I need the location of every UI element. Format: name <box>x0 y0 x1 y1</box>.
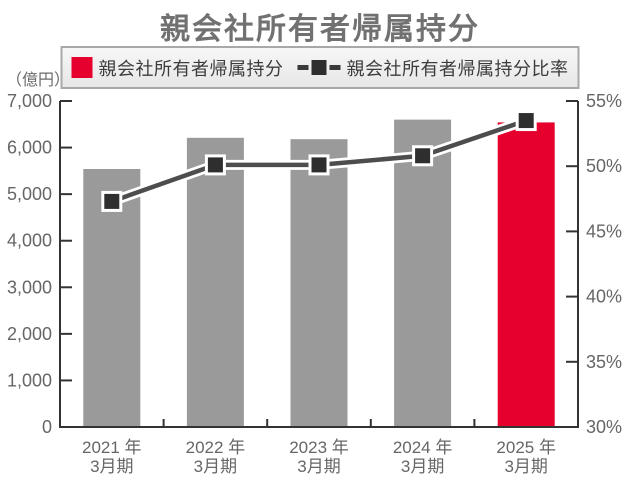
legend-item-ratio: 親会社所有者帰属持分比率 <box>284 55 569 81</box>
x-label-line2: 3月期 <box>504 457 547 476</box>
left-axis-tick-label: 5,000 <box>7 184 52 204</box>
left-axis-tick-label: 1,000 <box>7 370 52 390</box>
bar-2023年 <box>290 139 348 427</box>
ratio-line-swatch-icon <box>297 60 341 75</box>
x-label-line1: 2024 年 <box>393 438 453 457</box>
ratio-marker-2022年 <box>207 157 223 173</box>
right-axis-tick-label: 30% <box>586 417 622 437</box>
ratio-marker-2021年 <box>104 193 120 209</box>
left-axis-unit-label: （億円） <box>6 72 71 89</box>
bar-2025年 <box>497 122 555 428</box>
bar-2024年 <box>394 119 452 427</box>
right-axis-tick-label: 55% <box>586 91 622 111</box>
bar-2021年 <box>83 168 141 427</box>
x-label-line1: 2021 年 <box>82 438 142 457</box>
chart-title: 親会社所有者帰属持分 <box>160 13 480 46</box>
x-label-line1: 2022 年 <box>186 438 246 457</box>
legend: 親会社所有者帰属持分 親会社所有者帰属持分比率 <box>60 46 580 89</box>
ratio-marker-2023年 <box>311 157 327 173</box>
left-axis-tick-label: 2,000 <box>7 324 52 344</box>
x-label-line1: 2025 年 <box>496 438 556 457</box>
left-axis-tick-label: 4,000 <box>7 231 52 251</box>
x-label-line2: 3月期 <box>401 457 444 476</box>
left-axis-tick-label: 6,000 <box>7 138 52 158</box>
right-axis-tick-label: 35% <box>586 352 622 372</box>
right-axis-tick-label: 50% <box>586 156 622 176</box>
x-label-line2: 3月期 <box>297 457 340 476</box>
legend-ratio-label: 親会社所有者帰属持分比率 <box>346 58 569 79</box>
equity-bar-swatch-icon <box>71 57 93 78</box>
ratio-marker-2025年 <box>518 113 534 129</box>
ratio-marker-2024年 <box>415 148 431 164</box>
left-axis-tick-label: 3,000 <box>7 277 52 297</box>
left-axis-tick-label: 0 <box>42 417 52 437</box>
dash-icon <box>329 65 341 70</box>
x-label-line1: 2023 年 <box>289 438 349 457</box>
square-marker-icon <box>311 60 327 75</box>
x-label-line2: 3月期 <box>90 457 133 476</box>
legend-item-equity: 親会社所有者帰属持分 <box>71 55 284 81</box>
right-axis-tick-label: 40% <box>586 287 622 307</box>
legend-equity-label: 親会社所有者帰属持分 <box>98 58 284 79</box>
right-axis-tick-label: 45% <box>586 221 622 241</box>
dash-icon <box>297 65 309 70</box>
left-axis-tick-label: 7,000 <box>7 91 52 111</box>
bar-2022年 <box>186 137 244 427</box>
x-label-line2: 3月期 <box>194 457 237 476</box>
